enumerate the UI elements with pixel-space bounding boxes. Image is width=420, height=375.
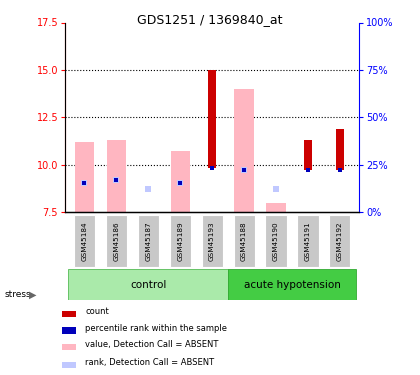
- Bar: [62, 362, 76, 369]
- Bar: [62, 344, 76, 350]
- Text: control: control: [130, 280, 166, 290]
- Bar: [171, 151, 190, 212]
- Bar: [62, 327, 76, 334]
- Bar: [106, 215, 127, 267]
- Text: GSM45187: GSM45187: [145, 221, 151, 261]
- Text: GSM45184: GSM45184: [81, 221, 87, 261]
- Bar: [297, 215, 318, 267]
- Text: acute hypotension: acute hypotension: [244, 280, 341, 290]
- Text: GSM45193: GSM45193: [209, 221, 215, 261]
- Bar: [208, 70, 216, 168]
- Text: stress: stress: [4, 290, 31, 299]
- Text: GSM45190: GSM45190: [273, 221, 279, 261]
- Text: rank, Detection Call = ABSENT: rank, Detection Call = ABSENT: [85, 358, 214, 368]
- Bar: [170, 215, 191, 267]
- Text: GSM45191: GSM45191: [305, 221, 311, 261]
- Bar: [265, 215, 286, 267]
- Text: ▶: ▶: [29, 290, 36, 300]
- Text: GSM45188: GSM45188: [241, 221, 247, 261]
- Bar: [74, 215, 95, 267]
- Bar: [62, 310, 76, 317]
- Bar: [202, 215, 223, 267]
- Bar: [329, 215, 350, 267]
- Text: value, Detection Call = ABSENT: value, Detection Call = ABSENT: [85, 340, 219, 350]
- Text: count: count: [85, 307, 109, 316]
- Text: GSM45186: GSM45186: [113, 221, 119, 261]
- Bar: [68, 269, 228, 300]
- Bar: [336, 129, 344, 170]
- Bar: [138, 215, 159, 267]
- Text: GDS1251 / 1369840_at: GDS1251 / 1369840_at: [137, 13, 283, 26]
- Bar: [107, 140, 126, 212]
- Text: GSM45189: GSM45189: [177, 221, 183, 261]
- Bar: [304, 140, 312, 170]
- Bar: [228, 269, 356, 300]
- Bar: [234, 215, 255, 267]
- Bar: [234, 89, 254, 212]
- Bar: [266, 203, 286, 212]
- Text: percentile rank within the sample: percentile rank within the sample: [85, 324, 227, 333]
- Text: GSM45192: GSM45192: [337, 221, 343, 261]
- Bar: [75, 142, 94, 212]
